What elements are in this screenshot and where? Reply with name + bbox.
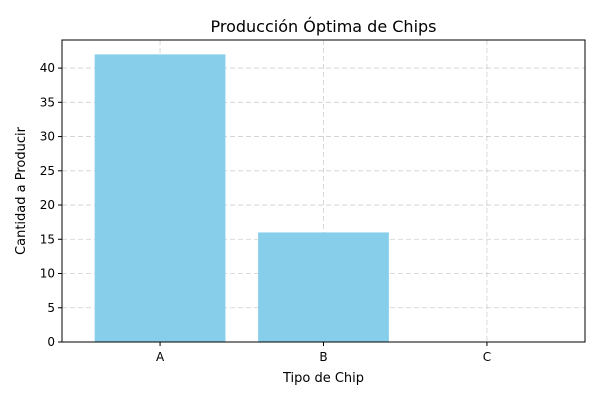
y-axis-label: Cantidad a Producir: [14, 126, 29, 255]
x-tick-label: C: [483, 350, 491, 364]
y-tick-label: 40: [40, 61, 55, 75]
y-tick-label: 20: [40, 198, 55, 212]
bar-B: [258, 232, 389, 342]
y-tick-label: 30: [40, 130, 55, 144]
y-tick-label: 5: [47, 301, 55, 315]
chart-title: Producción Óptima de Chips: [210, 17, 436, 36]
y-tick-label: 15: [40, 232, 55, 246]
y-tick-label: 10: [40, 267, 55, 281]
bar-A: [94, 54, 226, 342]
x-tick-label: B: [319, 350, 327, 364]
y-axis-ticks: 0 5 10 15 20 25 30 35 40: [40, 61, 62, 349]
y-tick-label: 35: [40, 95, 55, 109]
bars: [94, 54, 389, 342]
y-tick-label: 0: [47, 335, 55, 349]
x-axis-label: Tipo de Chip: [282, 371, 364, 386]
x-tick-label: A: [156, 350, 165, 364]
y-tick-label: 25: [40, 164, 55, 178]
x-axis-ticks: A B C: [156, 342, 491, 364]
